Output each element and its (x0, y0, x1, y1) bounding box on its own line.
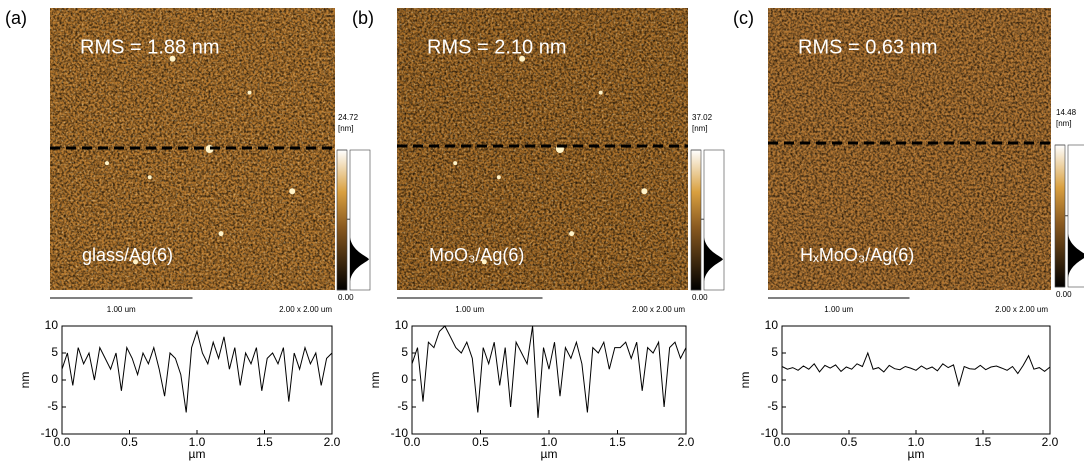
colorbar (336, 149, 348, 291)
afm-particle (133, 259, 138, 265)
panel-label: (b) (352, 8, 374, 28)
height-histogram (1068, 233, 1084, 278)
sample-label: glass/Ag(6) (82, 245, 173, 265)
x-tick-label: 1.0 (541, 435, 558, 449)
profile-line (781, 351, 1051, 388)
height-histogram (704, 237, 723, 282)
y-tick-label: 0 (401, 372, 408, 386)
afm-particle (218, 231, 224, 237)
height-histogram (350, 237, 369, 282)
afm-particle (496, 175, 501, 180)
y-tick-label: 0 (51, 372, 58, 386)
colorbar (690, 149, 702, 291)
y-tick-label: -5 (47, 399, 58, 413)
afm-particle (247, 90, 252, 95)
y-tick-label: 10 (45, 318, 59, 332)
rms-label: RMS = 0.63 nm (798, 36, 938, 58)
image-size-label: 2.00 x 2.00 um (632, 305, 685, 314)
x-tick-label: 0.5 (121, 435, 138, 449)
afm-particle (147, 175, 152, 180)
colorbar-unit: [nm] (338, 124, 354, 133)
sample-label: HₓMoO₃/Ag(6) (800, 245, 914, 265)
colorbar (1054, 144, 1066, 288)
x-tick-label: 1.0 (189, 435, 206, 449)
afm-particle (453, 161, 458, 166)
rms-label: RMS = 1.88 nm (80, 36, 220, 58)
colorbar-min: 0.00 (692, 293, 708, 302)
y-tick-label: 10 (765, 318, 779, 332)
x-tick-label: 1.5 (975, 435, 992, 449)
scale-bar-label: 1.00 um (824, 305, 853, 314)
x-tick-label: 0.0 (404, 435, 421, 449)
x-tick-label: 1.5 (256, 435, 273, 449)
colorbar-min: 0.00 (338, 293, 354, 302)
y-tick-label: -5 (767, 399, 778, 413)
image-size-label: 2.00 x 2.00 um (995, 305, 1048, 314)
x-tick-label: 2.0 (324, 435, 341, 449)
y-tick-label: 10 (395, 318, 409, 332)
profile-line (61, 329, 333, 413)
x-axis-label: µm (908, 447, 925, 461)
panel-label: (c) (733, 8, 754, 28)
afm-texture-light (397, 8, 688, 290)
y-axis-label: nm (368, 372, 382, 389)
scale-bar-label: 1.00 um (107, 305, 136, 314)
colorbar-max: 14.48 (1056, 108, 1077, 117)
y-tick-label: 5 (771, 345, 778, 359)
afm-particle (105, 161, 109, 166)
x-tick-label: 1.0 (908, 435, 925, 449)
afm-particle (598, 90, 603, 95)
y-tick-label: 0 (771, 372, 778, 386)
rms-label: RMS = 2.10 nm (427, 36, 567, 58)
panel-label: (a) (5, 8, 27, 28)
colorbar-min: 0.00 (1056, 290, 1072, 299)
colorbar-unit: [nm] (692, 124, 708, 133)
afm-particle (519, 55, 526, 62)
colorbar-max: 37.02 (692, 113, 713, 122)
afm-particle (641, 188, 648, 195)
x-tick-label: 0.5 (841, 435, 858, 449)
x-tick-label: 2.0 (678, 435, 695, 449)
y-axis-label: nm (18, 372, 32, 389)
afm-particle (569, 231, 575, 237)
scale-bar-label: 1.00 um (455, 305, 484, 314)
afm-particle (169, 55, 176, 62)
y-tick-label: -10 (391, 426, 409, 440)
afm-particle (289, 188, 296, 195)
image-size-label: 2.00 x 2.00 um (279, 305, 332, 314)
x-tick-label: 1.5 (609, 435, 626, 449)
x-tick-label: 2.0 (1042, 435, 1059, 449)
y-tick-label: 5 (401, 345, 408, 359)
y-tick-label: 5 (51, 345, 58, 359)
y-tick-label: -10 (761, 426, 779, 440)
y-axis-label: nm (738, 372, 752, 389)
afm-texture-light (768, 8, 1051, 290)
plot-frame (781, 325, 1051, 435)
x-tick-label: 0.0 (54, 435, 71, 449)
y-tick-label: -10 (41, 426, 59, 440)
colorbar-unit: [nm] (1056, 119, 1072, 128)
x-tick-label: 0.5 (472, 435, 489, 449)
sample-label: MoO₃/Ag(6) (429, 245, 524, 265)
colorbar-max: 24.72 (338, 113, 359, 122)
x-axis-label: µm (541, 447, 558, 461)
afm-particle (481, 259, 487, 265)
x-axis-label: µm (189, 447, 206, 461)
afm-texture-light (50, 8, 335, 290)
profile-line (411, 325, 687, 418)
y-tick-label: -5 (397, 399, 408, 413)
x-tick-label: 0.0 (774, 435, 791, 449)
